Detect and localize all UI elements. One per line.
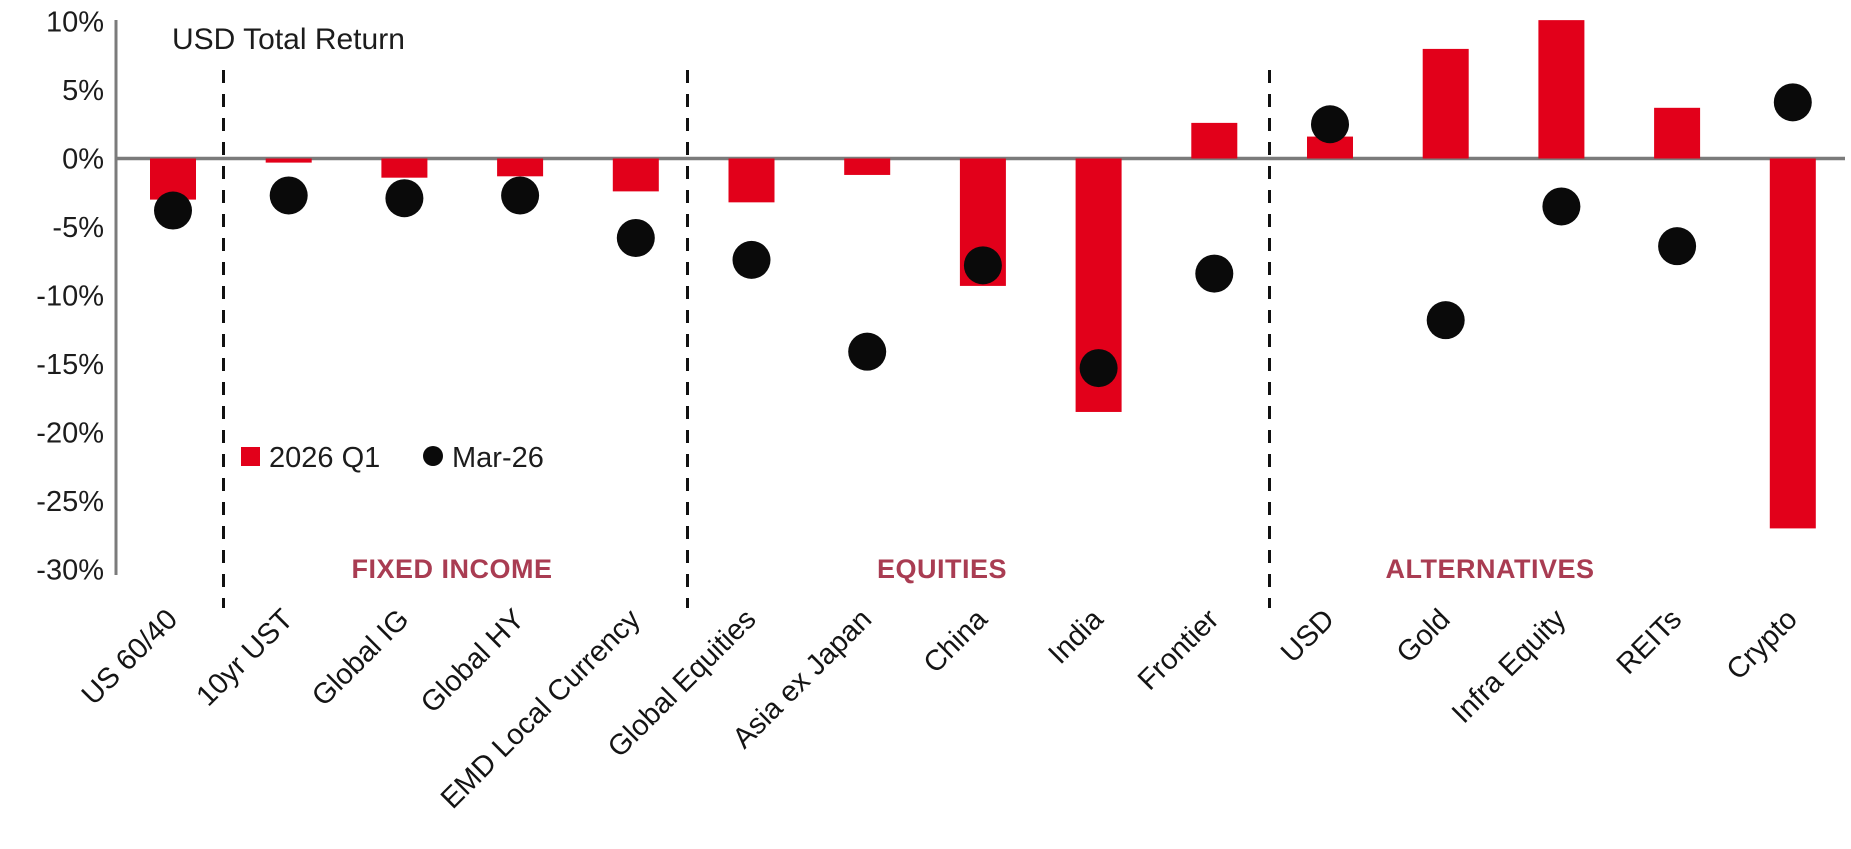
y-tick-label--20pct: -20%	[36, 418, 104, 450]
bar-crypto	[1769, 158, 1816, 529]
bar-frontier	[1191, 122, 1238, 159]
x-label-global-ig: Global IG	[306, 603, 415, 712]
dot-reits	[1658, 227, 1697, 266]
section-label-alternatives: ALTERNATIVES	[1385, 554, 1594, 584]
y-tick-label--15pct: -15%	[36, 349, 104, 381]
section-divider-layer	[222, 70, 1271, 608]
x-label-infra-equity: Infra Equity	[1446, 603, 1573, 730]
bar-infra-equity	[1538, 20, 1585, 159]
bar-gold	[1422, 48, 1469, 159]
bar-10yr-ust	[265, 158, 312, 163]
dot-china	[963, 246, 1002, 285]
legend-dot-label: Mar-26	[452, 442, 544, 474]
dot-india	[1079, 349, 1118, 388]
x-label-global-hy: Global HY	[415, 603, 531, 719]
x-label-china: China	[918, 603, 995, 680]
x-label-reits: REITs	[1611, 603, 1688, 680]
y-tick-label--5pct: -5%	[52, 212, 104, 244]
x-label-usd: USD	[1275, 603, 1341, 669]
y-tick-label-0pct: 0%	[62, 144, 104, 176]
dot-series-layer	[154, 83, 1812, 388]
legend: 2026 Q1 Mar-26	[241, 442, 544, 474]
dot-usd	[1311, 105, 1349, 144]
y-tick-label-10pct: 10%	[46, 7, 104, 39]
bar-global-equities	[728, 158, 775, 203]
dot-global-ig	[385, 179, 424, 218]
dot-us-60-40	[154, 191, 192, 230]
x-label-frontier: Frontier	[1132, 603, 1226, 697]
x-label-gold: Gold	[1391, 603, 1457, 669]
x-label-emd-local-currency: EMD Local Currency	[435, 603, 647, 815]
bar-reits	[1654, 107, 1701, 159]
dot-frontier	[1195, 254, 1234, 293]
bar-global-ig	[381, 158, 428, 178]
y-tick-label-layer: 10% 5% 0% -5% -10% -15% -20% -25% -30%	[36, 7, 104, 587]
dot-infra-equity	[1542, 187, 1581, 226]
dot-global-hy	[501, 176, 540, 215]
bar-series-layer	[150, 20, 1816, 529]
bar-usd	[1307, 136, 1353, 159]
bar-emd-local-currency	[612, 158, 659, 192]
dot-asia-ex-japan	[848, 332, 887, 371]
x-label-us-60-40: US 60/40	[76, 603, 184, 711]
legend-bar-label: 2026 Q1	[269, 442, 380, 474]
dot-gold	[1426, 301, 1465, 340]
section-label-fixed-income: FIXED INCOME	[351, 554, 552, 584]
bar-global-hy	[497, 158, 544, 177]
section-label-equities: EQUITIES	[877, 554, 1007, 584]
dot-emd-local-currency	[616, 218, 655, 257]
legend-dot-swatch	[423, 446, 443, 466]
bar-asia-ex-japan	[844, 158, 891, 175]
chart-title: USD Total Return	[172, 23, 405, 56]
legend-bar-swatch	[241, 447, 260, 466]
dot-global-equities	[732, 240, 771, 279]
dot-crypto	[1773, 83, 1812, 122]
x-label-crypto: Crypto	[1721, 603, 1804, 686]
y-tick-label-5pct: 5%	[62, 75, 104, 107]
x-label-india: India	[1042, 603, 1110, 671]
x-label-10yr-ust: 10yr UST	[190, 603, 299, 712]
dot-10yr-ust	[269, 176, 308, 215]
y-tick-label--10pct: -10%	[36, 281, 104, 313]
axis-layer	[114, 20, 1845, 575]
y-tick-label--30pct: -30%	[36, 555, 104, 587]
y-tick-label--25pct: -25%	[36, 486, 104, 518]
